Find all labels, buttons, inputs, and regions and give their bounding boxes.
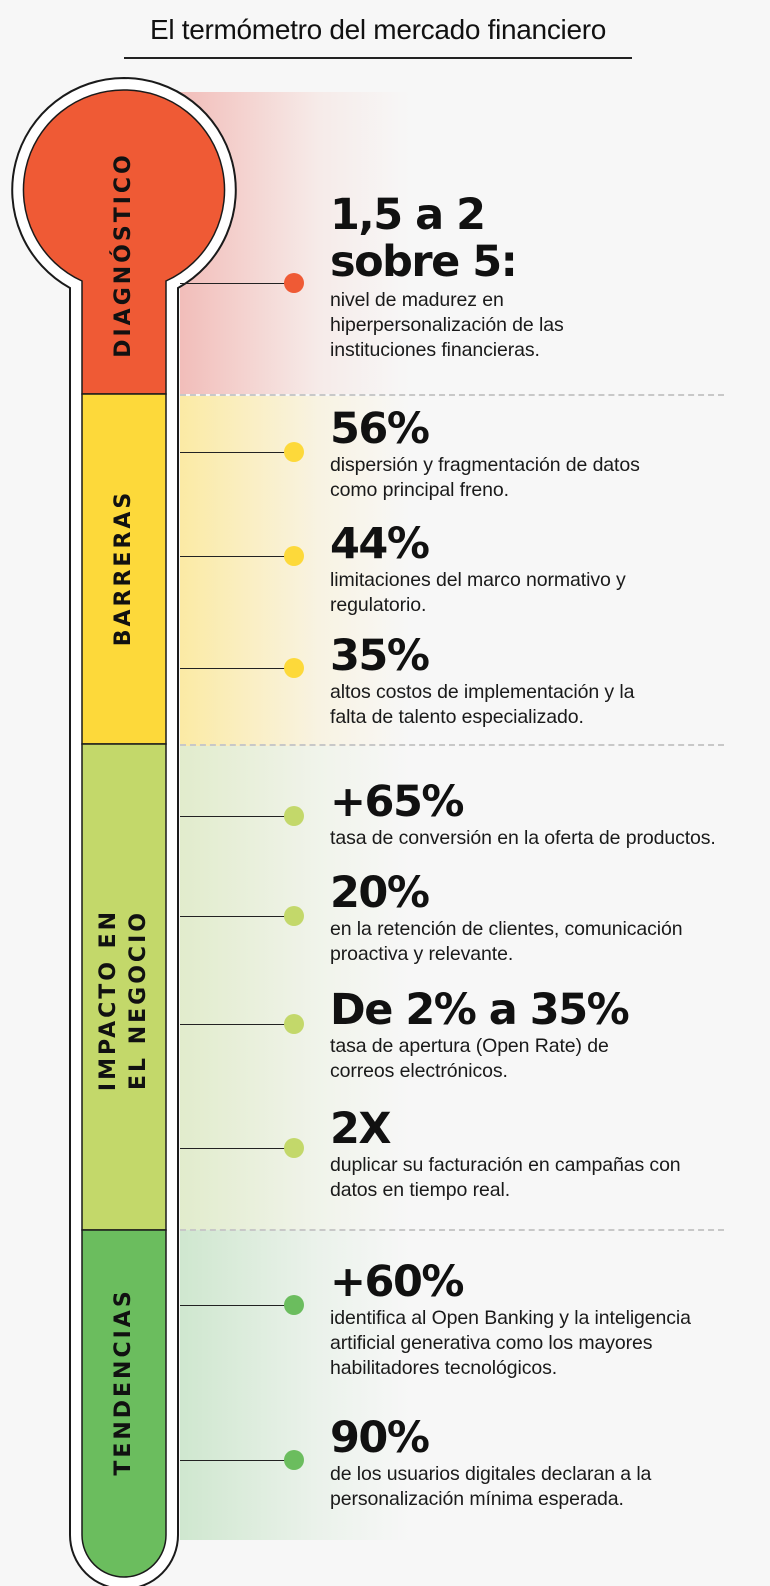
tendencias-label: TENDENCIAS <box>111 1288 136 1476</box>
desc-line: de los usuarios digitales declaran a la <box>330 1463 652 1485</box>
barreras-dot <box>284 442 304 462</box>
leader-line <box>180 668 285 669</box>
section-divider <box>180 744 724 746</box>
desc-line: dispersión y fragmentación de datos <box>330 454 640 476</box>
desc-line: artificial generativa como los mayores <box>330 1332 653 1354</box>
desc-line: falta de talento especializado. <box>330 706 584 728</box>
stat-impacto-4: 2X duplicar su facturación en campañas c… <box>330 1107 681 1203</box>
stat-value: 56% <box>330 404 430 454</box>
barreras-dot <box>284 658 304 678</box>
leader-line <box>180 452 285 453</box>
desc-line: limitaciones del marco normativo y <box>330 569 626 591</box>
impacto-dot <box>284 1138 304 1158</box>
leader-line <box>180 1148 285 1149</box>
tendencias-dot <box>284 1450 304 1470</box>
stat-impacto-2: 20% en la retención de clientes, comunic… <box>330 871 683 967</box>
desc-line: duplicar su facturación en campañas con <box>330 1154 681 1176</box>
impacto-dot <box>284 906 304 926</box>
stat-value: 44% <box>330 519 430 569</box>
desc-line: tasa de apertura (Open Rate) de <box>330 1035 609 1057</box>
stat-barreras-2: 44% limitaciones del marco normativo y r… <box>330 522 626 618</box>
impacto-label: IMPACTO EN EL NEGOCIO <box>94 909 154 1091</box>
section-divider <box>180 394 724 396</box>
stat-barreras-3: 35% altos costos de implementación y la … <box>330 634 634 730</box>
stat-value: 20% <box>330 868 430 918</box>
leader-line <box>180 1460 285 1461</box>
stat-barreras-1: 56% dispersión y fragmentación de datos … <box>330 407 640 503</box>
leader-line <box>180 283 285 284</box>
section-divider <box>180 1229 724 1231</box>
stat-value: +65% <box>330 777 464 827</box>
impacto-dot <box>284 806 304 826</box>
desc-line: hiperpersonalización de las <box>330 314 564 336</box>
desc-line: habilitadores tecnológicos. <box>330 1357 558 1379</box>
stat-value: De 2% a 35% <box>330 985 630 1035</box>
stat-value: 90% <box>330 1413 430 1463</box>
stat-value: 2X <box>330 1104 392 1154</box>
tendencias-background <box>180 1230 410 1540</box>
desc-line: datos en tiempo real. <box>330 1179 511 1201</box>
leader-line <box>180 1305 285 1306</box>
stat-tendencias-2: 90% de los usuarios digitales declaran a… <box>330 1416 651 1512</box>
stat-value: +60% <box>330 1257 464 1307</box>
stat-diagnostico: 1,5 a 2 sobre 5: nivel de madurez en hip… <box>330 192 564 363</box>
tendencias-dot <box>284 1295 304 1315</box>
impacto-segment <box>81 743 167 1231</box>
impacto-dot <box>284 1014 304 1034</box>
stat-description: tasa de apertura (Open Rate) de correos … <box>330 1034 628 1084</box>
barreras-label: BARRERAS <box>111 489 136 647</box>
stat-description: duplicar su facturación en campañas con … <box>330 1153 681 1203</box>
tendencias-segment <box>81 1229 167 1578</box>
stat-description: identifica al Open Banking y la intelige… <box>330 1306 691 1381</box>
desc-line: nivel de madurez en <box>330 289 504 311</box>
leader-line <box>180 556 285 557</box>
stat-description: limitaciones del marco normativo y regul… <box>330 568 626 618</box>
desc-line: instituciones financieras. <box>330 339 540 361</box>
thermometer <box>11 76 237 1586</box>
stat-tendencias-1: +60% identifica al Open Banking y la int… <box>330 1260 691 1381</box>
diagnostico-dot <box>284 273 304 293</box>
stat-description: tasa de conversión en la oferta de produ… <box>330 826 716 851</box>
leader-line <box>180 916 285 917</box>
barreras-segment <box>81 393 167 745</box>
leader-line <box>180 1024 285 1025</box>
desc-line: en la retención de clientes, comunicació… <box>330 918 683 940</box>
impacto-label-line1: IMPACTO EN <box>96 908 121 1092</box>
desc-line: regulatorio. <box>330 594 427 616</box>
stat-description: altos costos de implementación y la falt… <box>330 680 634 730</box>
impacto-label-line2: EL NEGOCIO <box>126 910 151 1090</box>
diagnostico-label: DIAGNÓSTICO <box>111 152 136 358</box>
desc-line: tasa de conversión en la oferta de produ… <box>330 827 716 849</box>
stat-description: nivel de madurez en hiperpersonalización… <box>330 288 564 363</box>
stat-description: de los usuarios digitales declaran a la … <box>330 1462 651 1512</box>
leader-line <box>180 816 285 817</box>
page-title: El termómetro del mercado financiero <box>124 14 632 59</box>
desc-line: proactiva y relevante. <box>330 943 514 965</box>
stat-impacto-3: De 2% a 35% tasa de apertura (Open Rate)… <box>330 985 630 1084</box>
stat-description: dispersión y fragmentación de datos como… <box>330 453 640 503</box>
stat-value: 35% <box>330 631 430 681</box>
desc-line: como principal freno. <box>330 479 509 501</box>
stat-impacto-1: +65% tasa de conversión en la oferta de … <box>330 780 716 851</box>
stat-description: en la retención de clientes, comunicació… <box>330 917 683 967</box>
barreras-dot <box>284 546 304 566</box>
stat-value: sobre 5: <box>330 237 518 287</box>
stat-value: 1,5 a 2 <box>330 190 486 240</box>
desc-line: correos electrónicos. <box>330 1060 508 1082</box>
desc-line: personalización mínima esperada. <box>330 1488 624 1510</box>
desc-line: altos costos de implementación y la <box>330 681 635 703</box>
desc-line: identifica al Open Banking y la intelige… <box>330 1307 691 1329</box>
